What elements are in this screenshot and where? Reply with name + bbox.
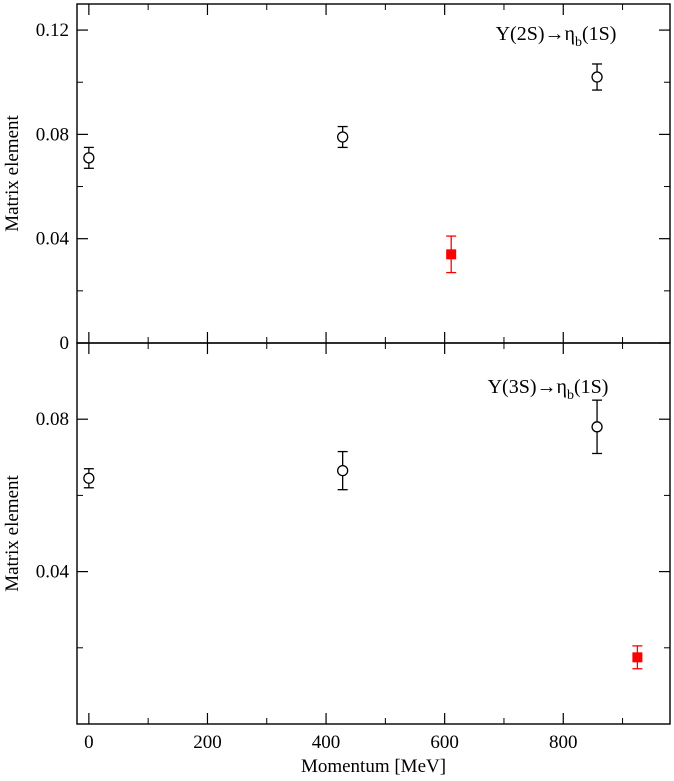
panel-upsilon-2s: 0 0.04 0.08 0.12 Matrix element Υ(2S)→ηb(1S) (2, 3, 671, 354)
y-tick-label: 0.12 (36, 20, 69, 41)
transition-label-suffix: (1S) (574, 376, 608, 398)
data-point-circle (337, 131, 349, 143)
transition-label: Υ(3S)→ηb(1S) (488, 376, 609, 403)
x-tick-label: 200 (193, 732, 222, 753)
plot-frame (76, 342, 671, 725)
transition-label-suffix: (1S) (582, 23, 616, 45)
y-tick-label: 0.04 (36, 229, 70, 250)
data-point-circle (83, 472, 95, 484)
y-axis-title: Matrix element (2, 114, 23, 231)
y-axis-title: Matrix element (2, 474, 23, 591)
data-point-circle (591, 421, 603, 433)
x-tick-label: 0 (84, 732, 94, 753)
data-point-circle (337, 464, 349, 477)
transition-label-subscript: b (567, 388, 574, 403)
transition-label-subscript: b (575, 35, 582, 50)
y-tick-label: 0.08 (36, 124, 69, 145)
y-tick-label: 0 (60, 333, 70, 354)
x-axis-title: Momentum [MeV] (301, 756, 446, 777)
data-point-square (632, 652, 643, 663)
plot-frame (76, 3, 671, 344)
data-point-circle (591, 71, 603, 83)
data-point-circle (83, 152, 95, 164)
x-tick-label: 800 (549, 732, 578, 753)
y-tick-label: 0.08 (36, 409, 69, 430)
data-point-square (446, 249, 457, 260)
transition-label: Υ(2S)→ηb(1S) (496, 23, 617, 50)
x-tick-label: 400 (312, 732, 341, 753)
transition-label-main: Υ(3S)→η (488, 376, 567, 398)
x-tick-label: 600 (430, 732, 459, 753)
transition-label-main: Υ(2S)→η (496, 23, 575, 45)
panel-upsilon-3s: 0.04 0.08 0 200 400 600 800 Matrix element Υ(3S)… (2, 342, 671, 753)
y-tick-label: 0.04 (36, 562, 70, 583)
